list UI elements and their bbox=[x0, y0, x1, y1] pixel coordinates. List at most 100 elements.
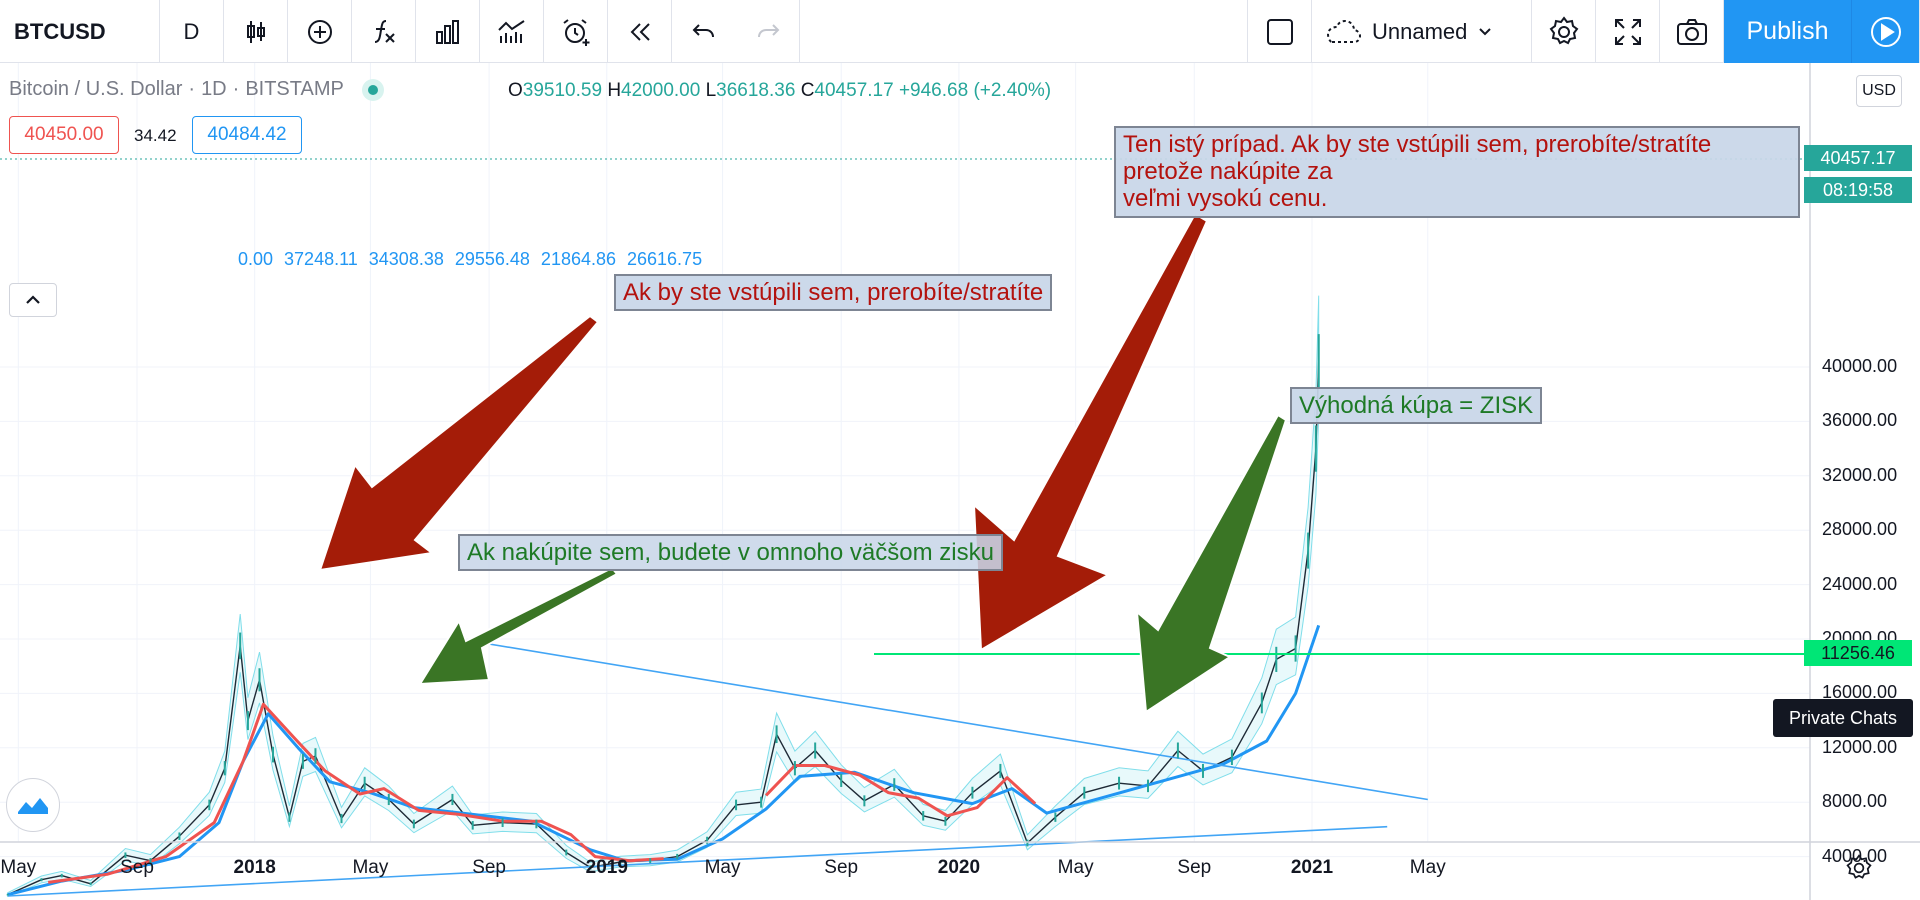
high-key: H bbox=[607, 80, 622, 101]
redo-icon bbox=[757, 23, 779, 37]
axis-settings-icon[interactable] bbox=[1845, 854, 1873, 882]
compare-button[interactable] bbox=[288, 0, 352, 63]
series-layer bbox=[6, 295, 1428, 898]
y-tick-label: 16000.00 bbox=[1822, 682, 1898, 703]
settings-button[interactable] bbox=[1532, 0, 1596, 63]
indicator-values: 0.00 37248.11 34308.38 29556.48 21864.86… bbox=[238, 249, 703, 269]
y-tick-label: 12000.00 bbox=[1822, 736, 1898, 757]
spread-value: 34.42 bbox=[134, 126, 177, 145]
replay-button[interactable] bbox=[608, 0, 672, 63]
square-icon bbox=[1266, 18, 1293, 45]
alert-button[interactable] bbox=[544, 0, 608, 63]
toolbar-spacer bbox=[800, 0, 1248, 62]
grid-lines bbox=[0, 63, 1810, 858]
green-arrow-1 bbox=[418, 566, 619, 686]
rewind-icon bbox=[630, 22, 650, 41]
collapse-legend-button[interactable] bbox=[9, 283, 57, 317]
red-arrow-2 bbox=[972, 212, 1209, 652]
fullscreen-icon bbox=[1614, 18, 1641, 45]
low-key: L bbox=[705, 80, 717, 101]
chevron-down-icon bbox=[1479, 27, 1492, 35]
level-price-label: 11256.46 bbox=[1804, 640, 1912, 666]
interval-button[interactable]: D bbox=[160, 0, 224, 63]
x-tick-label: 2020 bbox=[937, 857, 981, 878]
top-toolbar: BTCUSD D bbox=[0, 0, 1920, 63]
sell-button[interactable]: 40450.00 bbox=[9, 116, 119, 154]
function-icon bbox=[374, 19, 395, 43]
legend-separator: · bbox=[188, 78, 196, 100]
select-layout-button[interactable] bbox=[1248, 0, 1312, 63]
x-tick-label: Sep bbox=[1177, 857, 1212, 878]
series-exchange: BITSTAMP bbox=[245, 78, 344, 100]
play-button[interactable] bbox=[1852, 0, 1920, 63]
x-tick-label: May bbox=[352, 857, 389, 878]
logo-icon bbox=[18, 798, 48, 814]
indicators-button[interactable] bbox=[352, 0, 416, 63]
x-tick-label: Sep bbox=[824, 857, 859, 878]
symbol-label: BTCUSD bbox=[14, 18, 106, 44]
change-value: +946.68 (+2.40%) bbox=[898, 80, 1052, 101]
annotation-note-top[interactable]: Ten istý prípad. Ak by ste vstúpili sem,… bbox=[1114, 126, 1800, 218]
x-tick-label: 2018 bbox=[233, 857, 276, 878]
y-tick-label: 32000.00 bbox=[1822, 464, 1898, 485]
templates-icon bbox=[497, 19, 525, 43]
red-arrow-1 bbox=[318, 314, 600, 572]
fast-moving-average-2018 bbox=[47, 702, 664, 884]
financials-button[interactable] bbox=[416, 0, 480, 63]
bar-chart-icon bbox=[435, 19, 459, 44]
trendline-rising bbox=[7, 825, 1388, 897]
chart-type-button[interactable] bbox=[224, 0, 288, 63]
x-tick-label: May bbox=[1409, 857, 1446, 878]
series-legend: Bitcoin / U.S. Dollar · 1D · BITSTAMP bbox=[9, 78, 384, 101]
fast-moving-average-2019 bbox=[764, 764, 1037, 818]
bar-countdown-label: 08:19:58 bbox=[1804, 177, 1912, 203]
ohlc-values: O39510.59 H42000.00 L36618.36 C40457.17 … bbox=[508, 80, 1051, 102]
templates-button[interactable] bbox=[480, 0, 544, 63]
y-tick-label: 4000.00 bbox=[1822, 845, 1888, 866]
y-tick-label: 24000.00 bbox=[1822, 573, 1898, 594]
play-circle-icon bbox=[1870, 16, 1901, 47]
series-title[interactable]: Bitcoin / U.S. Dollar bbox=[9, 78, 183, 100]
x-tick-label: Sep bbox=[120, 857, 154, 878]
low-value: 36618.36 bbox=[716, 80, 796, 101]
last-price-label: 40457.17 bbox=[1804, 145, 1912, 171]
interval-label: D bbox=[183, 18, 200, 44]
y-tick-label: 40000.00 bbox=[1822, 356, 1898, 376]
redo-button[interactable] bbox=[736, 0, 800, 63]
chart-canvas[interactable] bbox=[0, 63, 1920, 900]
candles-icon bbox=[246, 20, 265, 43]
annotation-note-zisk[interactable]: Výhodná kúpa = ZISK bbox=[1290, 387, 1543, 424]
snapshot-button[interactable] bbox=[1660, 0, 1724, 63]
private-chats-button[interactable]: Private Chats bbox=[1773, 699, 1913, 737]
x-tick-label: 2021 bbox=[1290, 857, 1334, 878]
buy-button[interactable]: 40484.42 bbox=[192, 116, 302, 154]
alarm-clock-icon bbox=[562, 18, 589, 46]
y-tick-label: 28000.00 bbox=[1822, 519, 1898, 540]
close-key: C bbox=[800, 80, 815, 101]
high-value: 42000.00 bbox=[621, 80, 701, 101]
undo-button[interactable] bbox=[672, 0, 736, 63]
x-tick-label: Sep bbox=[472, 857, 506, 878]
currency-label[interactable]: USD bbox=[1856, 75, 1902, 107]
symbol-search-button[interactable]: BTCUSD bbox=[0, 0, 160, 63]
tradingview-logo[interactable] bbox=[6, 778, 60, 832]
undo-icon bbox=[692, 23, 714, 37]
annotation-note-green[interactable]: Ak nakúpite sem, budete v omnoho väčšom … bbox=[458, 534, 1003, 571]
fullscreen-button[interactable] bbox=[1596, 0, 1660, 63]
y-tick-label: 36000.00 bbox=[1822, 410, 1898, 431]
x-tick-label: May bbox=[1057, 857, 1094, 878]
trendline-falling bbox=[459, 638, 1428, 801]
open-key: O bbox=[508, 80, 523, 101]
camera-icon bbox=[1676, 18, 1707, 45]
green-arrow-2 bbox=[1135, 413, 1288, 714]
cloud-icon bbox=[1326, 19, 1362, 43]
open-value: 39510.59 bbox=[522, 80, 603, 101]
x-tick-label: May bbox=[704, 857, 741, 878]
layout-name-button[interactable]: Unnamed bbox=[1312, 0, 1532, 63]
gear-icon bbox=[1549, 15, 1578, 44]
y-tick-label: 8000.00 bbox=[1822, 791, 1888, 812]
close-value: 40457.17 bbox=[814, 80, 894, 101]
annotation-note-mid[interactable]: Ak by ste vstúpili sem, prerobíte/stratí… bbox=[614, 274, 1053, 311]
publish-button[interactable]: Publish bbox=[1724, 0, 1852, 63]
legend-separator: · bbox=[232, 78, 240, 100]
